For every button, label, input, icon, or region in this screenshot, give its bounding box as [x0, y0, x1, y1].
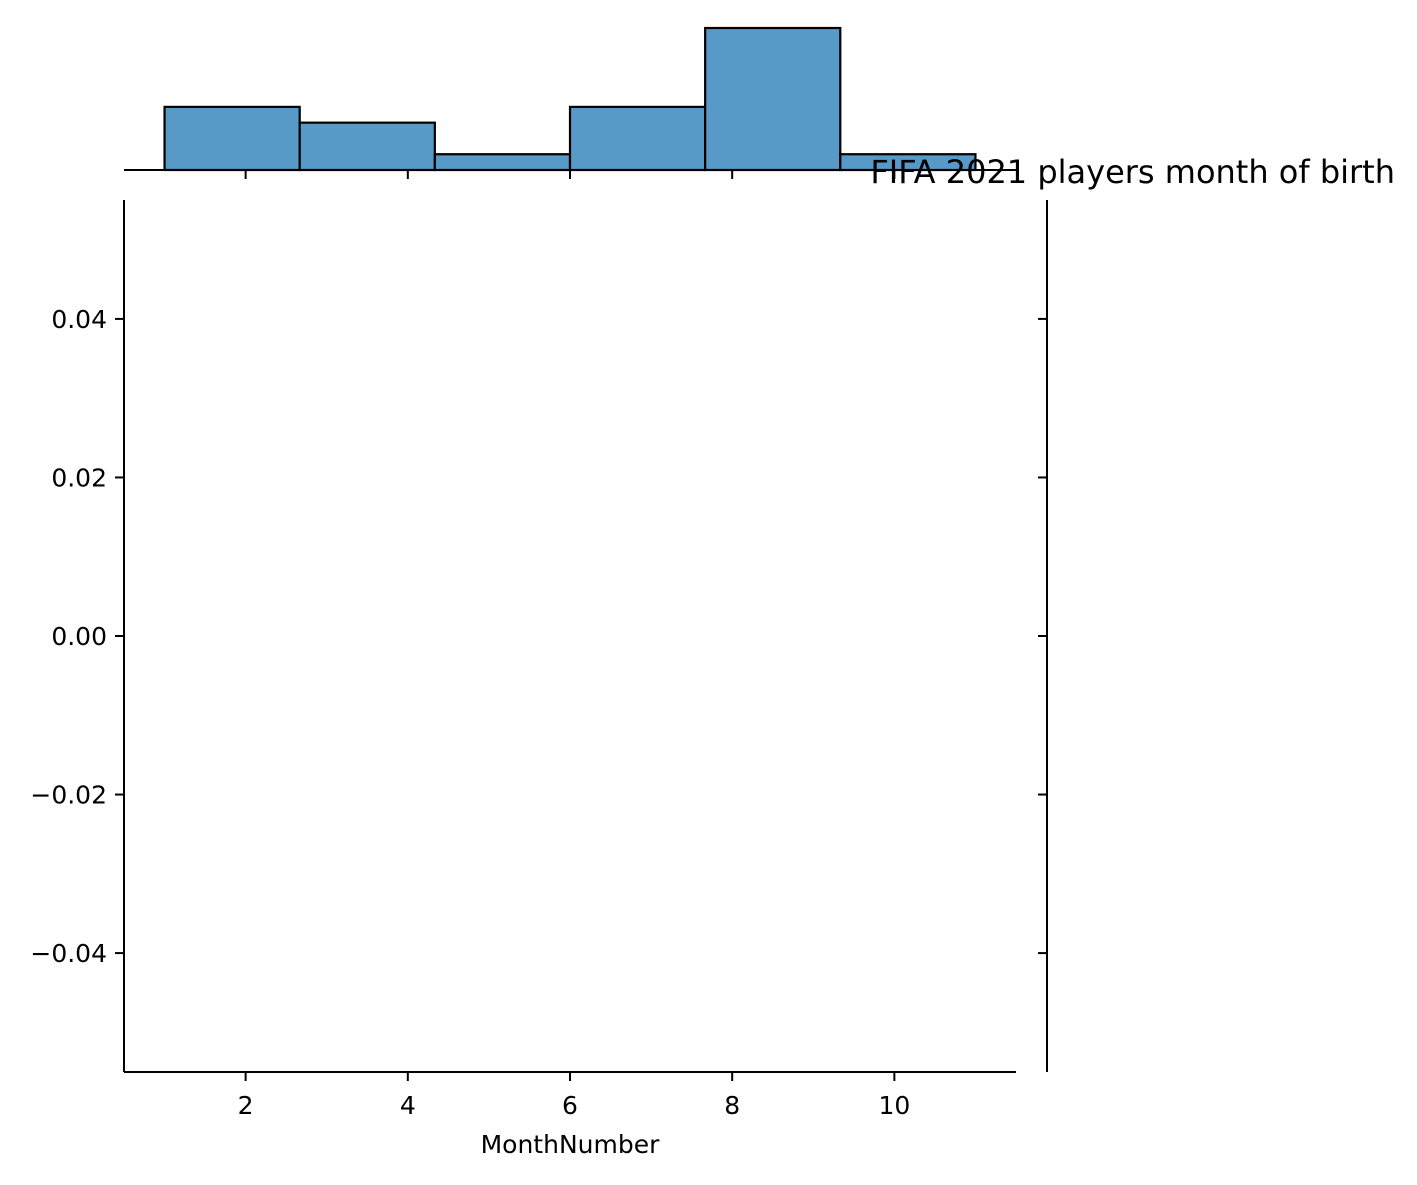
histogram-bar — [163, 105, 301, 172]
y-tick-label: 0.04 — [51, 305, 107, 334]
x-tick-label: 6 — [562, 1091, 578, 1120]
marginal-histogram — [163, 26, 977, 172]
x-tick-label: 4 — [400, 1091, 416, 1120]
x-tick-label: 8 — [724, 1091, 740, 1120]
y-tick-label: −0.02 — [30, 781, 107, 810]
histogram-bar — [433, 153, 572, 172]
y-tick-label: 0.00 — [51, 622, 107, 651]
x-tick-label: 10 — [878, 1091, 910, 1120]
x-axis-label: MonthNumber — [481, 1130, 661, 1159]
histogram-bar — [704, 26, 842, 172]
x-tick-label: 2 — [238, 1091, 254, 1120]
histogram-bar — [568, 105, 707, 172]
y-tick-label: −0.04 — [30, 939, 107, 968]
histogram-bar — [298, 121, 436, 172]
y-tick-label: 0.02 — [51, 463, 107, 492]
chart-title: FIFA 2021 players month of birth — [870, 153, 1395, 191]
axes: 2 4 6 8 10 0.04 0.02 0.00 −0.02 −0.04 — [30, 169, 1048, 1120]
